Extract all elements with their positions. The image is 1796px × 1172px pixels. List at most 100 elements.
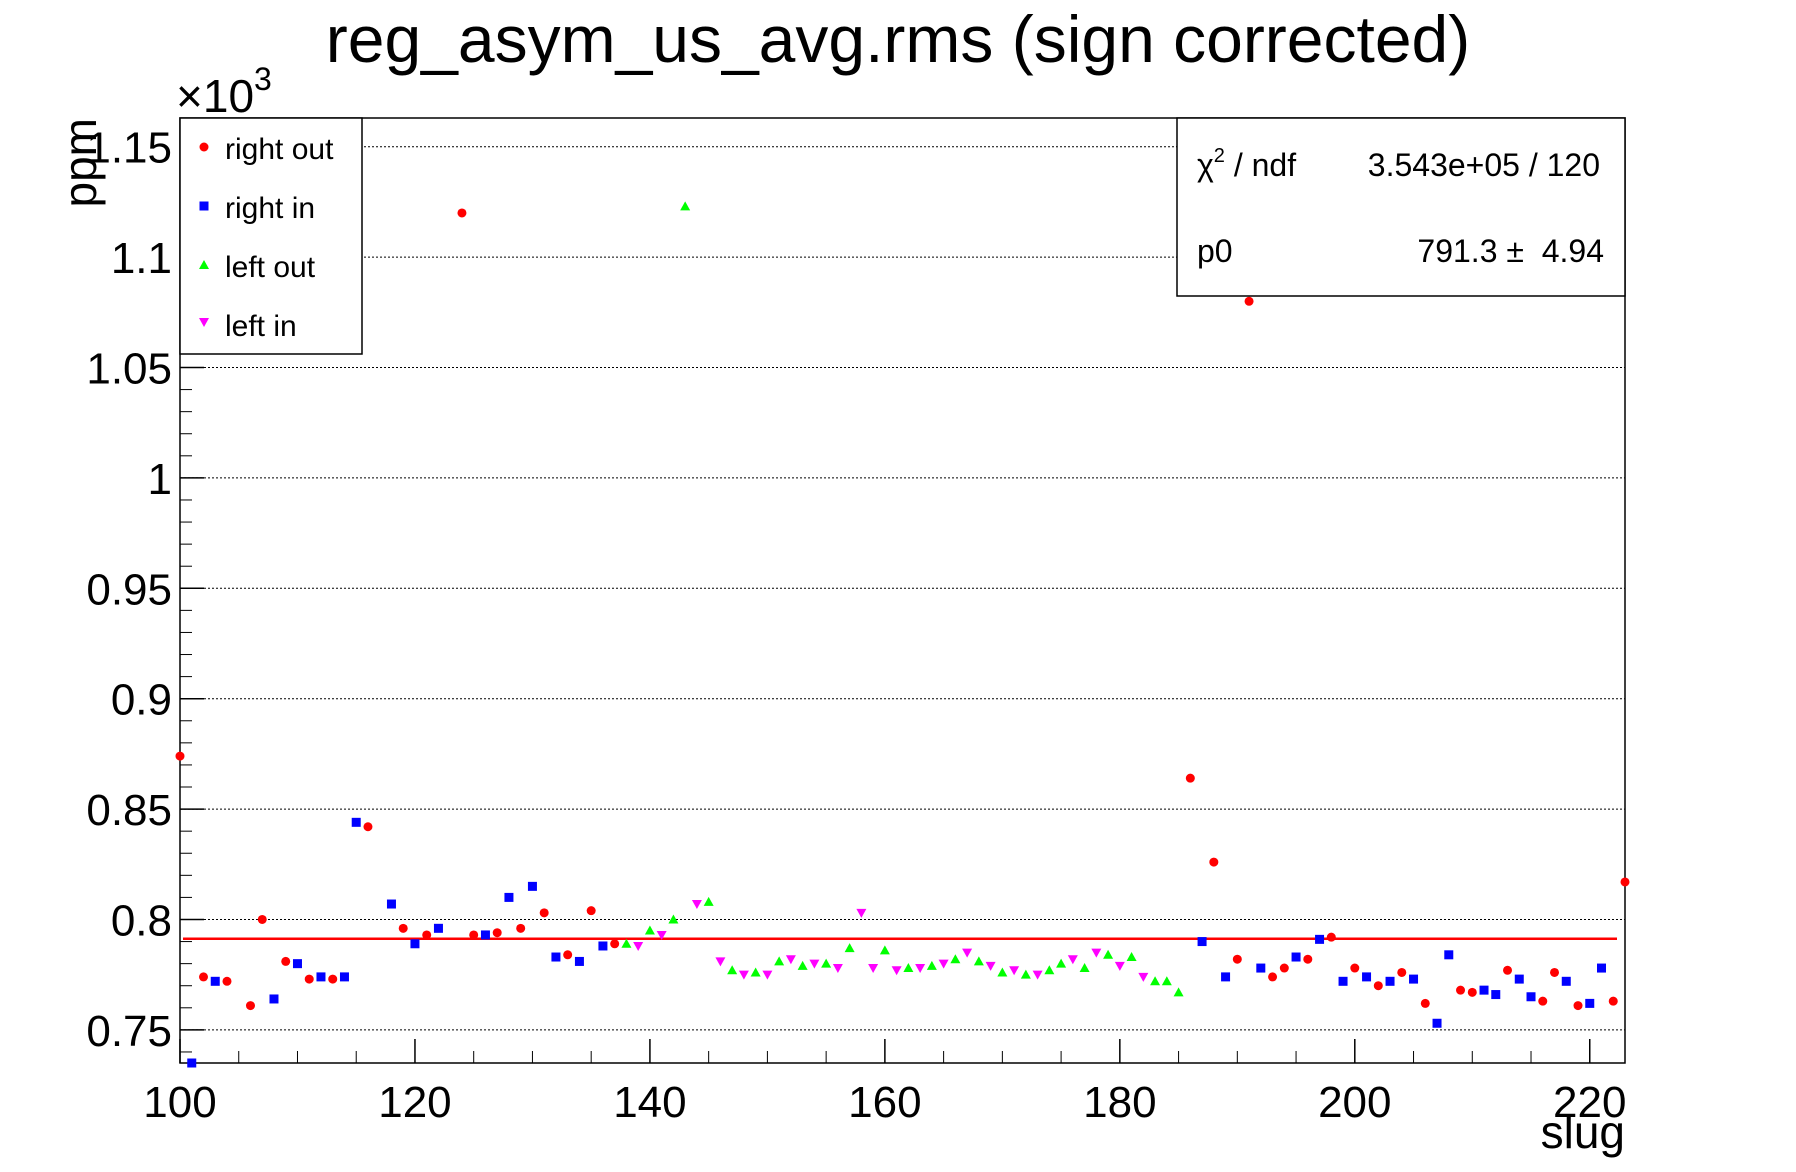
point-right-out [563, 950, 573, 960]
point-left-out [879, 945, 890, 955]
point-right-out [1420, 998, 1430, 1008]
legend-marker-right-in [199, 201, 209, 211]
x-tick-label: 200 [1318, 1078, 1391, 1127]
point-right-in [1362, 972, 1372, 982]
point-right-in [1256, 963, 1266, 973]
x-tick-label: 160 [848, 1078, 921, 1127]
plot-frame [179, 117, 1626, 1064]
legend-label-left-out: left out [225, 251, 316, 284]
point-left-out [903, 963, 914, 973]
axis-ticks [179, 124, 1591, 1063]
point-right-in [1585, 998, 1595, 1008]
point-right-in [1597, 963, 1607, 973]
point-left-out [1020, 969, 1031, 979]
point-left-out [973, 956, 984, 966]
point-right-out [1373, 981, 1383, 991]
point-left-out [1150, 976, 1161, 986]
point-right-out [1503, 965, 1513, 975]
point-right-in [527, 881, 537, 891]
point-left-out [950, 954, 961, 964]
x-tick-label: 120 [378, 1078, 451, 1127]
point-right-in [351, 817, 361, 827]
point-left-in [962, 948, 973, 958]
stats-chi2-value: 3.543e+05 / 120 [1368, 147, 1600, 183]
point-left-out [797, 960, 808, 970]
point-left-in [738, 970, 749, 980]
point-right-out [328, 974, 338, 984]
legend-label-right-in: right in [225, 192, 315, 225]
point-left-out [844, 943, 855, 953]
point-right-out [1608, 996, 1618, 1006]
point-right-out [1350, 963, 1360, 973]
point-left-in [785, 955, 796, 965]
point-right-out [1209, 857, 1219, 867]
stats-chi2-label: χ2 / ndf [1197, 145, 1296, 183]
stats-frame [1176, 117, 1626, 297]
point-left-in [832, 964, 843, 974]
point-right-out [1456, 985, 1466, 995]
point-left-out [1044, 965, 1055, 975]
x-axis-label: slug [1541, 1106, 1625, 1158]
point-right-out [198, 972, 208, 982]
point-right-in [433, 923, 443, 933]
fit-stats-box: χ2 / ndf 3.543e+05 / 120 p0 791.3 ± 4.94 [1176, 117, 1626, 297]
point-right-out [457, 208, 467, 218]
point-left-out [750, 967, 761, 977]
y-multiplier: ×103 [176, 61, 272, 122]
point-left-in [1114, 961, 1125, 971]
point-right-in [1491, 990, 1501, 1000]
point-left-out [926, 960, 937, 970]
point-right-out [492, 928, 502, 938]
point-left-in [715, 957, 726, 967]
y-axis-label: ppm [54, 118, 106, 207]
point-right-out [1268, 972, 1278, 982]
point-right-out [245, 1001, 255, 1011]
point-right-out [1185, 773, 1195, 783]
point-left-out [703, 896, 714, 906]
point-left-in [1091, 948, 1102, 958]
point-left-in [1067, 955, 1078, 965]
point-right-out [1538, 996, 1548, 1006]
point-left-out [668, 914, 679, 924]
point-right-out [222, 976, 232, 986]
point-right-out [1467, 987, 1477, 997]
point-right-out [422, 930, 432, 940]
point-right-out [304, 974, 314, 984]
y-tick-label: 0.9 [111, 676, 172, 725]
y-tick-label: 1 [148, 455, 172, 504]
point-left-out [621, 938, 632, 948]
legend-marker-left-in [199, 318, 209, 327]
point-left-in [1009, 966, 1020, 976]
point-left-in [915, 964, 926, 974]
point-right-out [281, 956, 291, 966]
point-left-out [1056, 958, 1067, 968]
point-right-out [363, 822, 373, 832]
point-left-out [1103, 949, 1114, 959]
legend-box [179, 117, 363, 355]
point-right-out [516, 923, 526, 933]
point-left-out [1079, 963, 1090, 973]
point-right-out [610, 939, 620, 949]
point-right-in [1385, 976, 1395, 986]
point-right-out [1573, 1001, 1583, 1011]
point-right-out [539, 908, 549, 918]
point-right-in [551, 952, 561, 962]
point-right-out [1244, 296, 1254, 306]
point-left-in [809, 959, 820, 969]
y-tick-labels: 0.75 0.8 0.85 0.9 0.95 1 1.05 1.1 1.15 [86, 124, 172, 1056]
point-left-out [774, 956, 785, 966]
point-right-in [1444, 950, 1454, 960]
point-right-in [1338, 976, 1348, 986]
legend-label-right-out: right out [225, 133, 334, 166]
point-right-in [410, 939, 420, 949]
point-right-in [386, 899, 396, 909]
y-tick-label: 0.85 [86, 786, 172, 835]
point-right-out [257, 914, 267, 924]
point-right-in [480, 930, 490, 940]
point-right-out [1620, 877, 1630, 887]
point-left-out [644, 925, 655, 935]
x-tick-label: 100 [143, 1078, 216, 1127]
y-tick-label: 1.15 [86, 124, 172, 173]
point-right-out [175, 751, 185, 761]
